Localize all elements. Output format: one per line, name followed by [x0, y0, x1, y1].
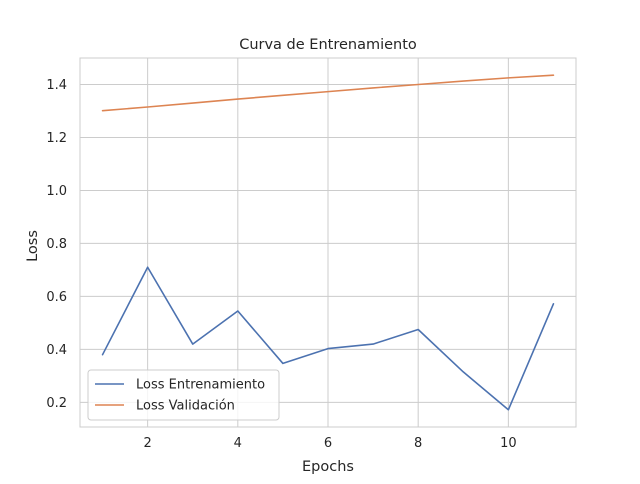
legend-label: Loss Validación	[136, 399, 235, 414]
x-tick-label: 10	[500, 436, 517, 451]
legend-box	[87, 369, 280, 421]
tick-labels: 2 4 6 8 10 0.2 0.4 0.6 0.8 1.0 1.2 1.4	[46, 78, 516, 451]
series-lines	[101, 74, 555, 411]
x-tick-label: 6	[324, 436, 332, 451]
y-tick-label: 1.2	[46, 131, 67, 146]
y-tick-label: 1.0	[46, 184, 67, 199]
legend: Loss Entrenamiento Loss Validación	[87, 369, 280, 421]
y-tick-label: 0.6	[46, 290, 67, 305]
chart-title: Curva de Entrenamiento	[239, 37, 417, 53]
plot-frame	[79, 57, 577, 428]
x-tick-label: 8	[414, 436, 422, 451]
y-tick-label: 0.4	[46, 343, 67, 358]
y-tick-label: 0.2	[46, 396, 67, 411]
x-tick-label: 2	[143, 436, 151, 451]
x-axis-label: Epochs	[302, 459, 354, 475]
legend-label: Loss Entrenamiento	[136, 378, 265, 393]
y-tick-label: 1.4	[46, 78, 67, 93]
series-line-2	[101, 74, 555, 112]
y-axis-label: Loss	[25, 230, 41, 262]
series-line-1	[101, 266, 555, 411]
y-tick-label: 0.8	[46, 237, 67, 252]
x-tick-label: 4	[234, 436, 242, 451]
